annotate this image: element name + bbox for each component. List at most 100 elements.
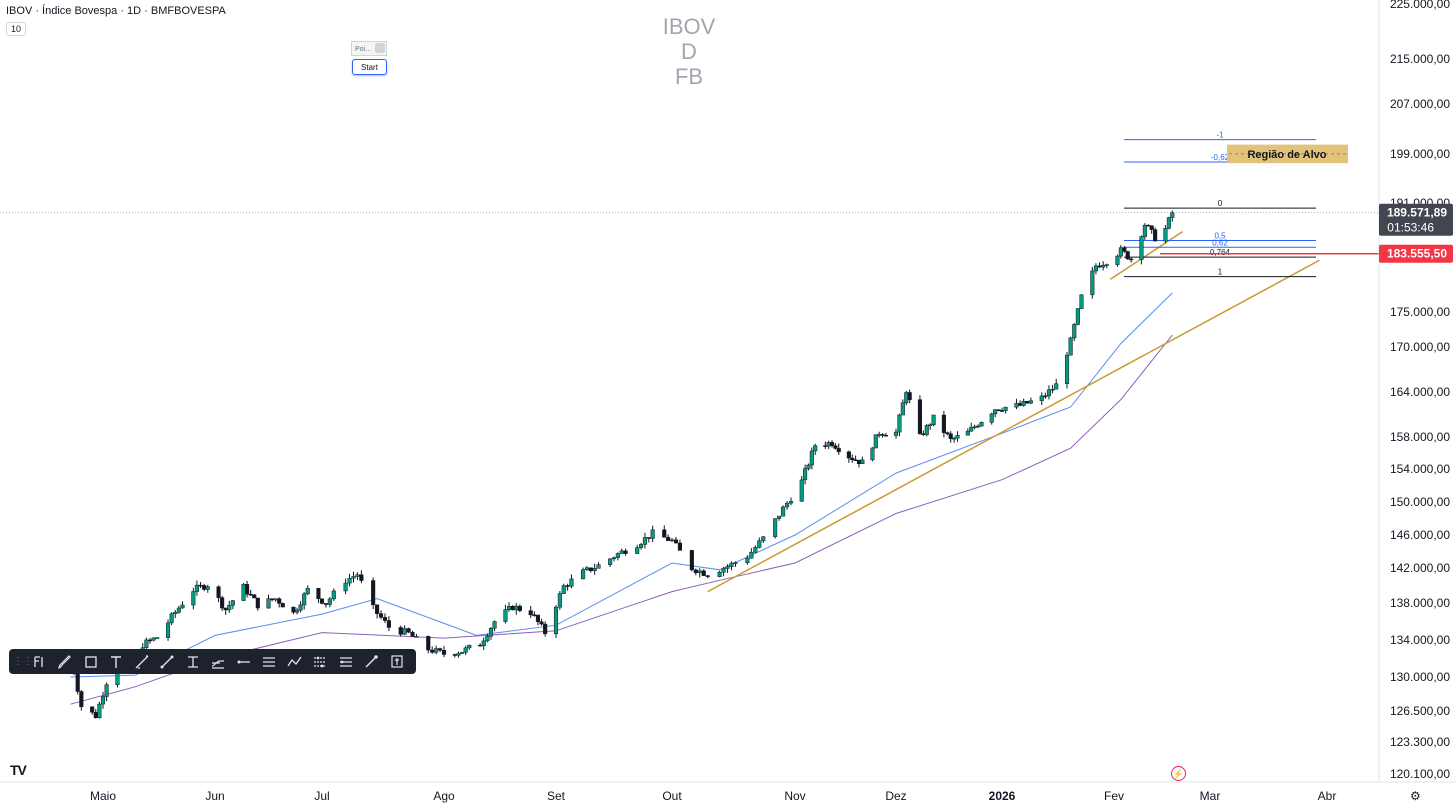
- time-tick-label: Jul: [314, 789, 329, 803]
- start-button[interactable]: Start: [352, 59, 387, 75]
- measure-icon[interactable]: [359, 649, 385, 674]
- candle-body: [781, 506, 786, 517]
- current-price-box: [1379, 203, 1453, 236]
- candle-body: [928, 424, 933, 426]
- current-price-label: 189.571,89: [1387, 206, 1447, 220]
- trend-angle-icon[interactable]: [129, 649, 155, 674]
- candle-body: [191, 591, 196, 606]
- price-tick-label: 215.000,00: [1390, 52, 1450, 66]
- candle-body: [829, 442, 835, 446]
- candle-body: [1142, 224, 1147, 237]
- candle-body: [438, 648, 443, 651]
- candle-body: [463, 647, 468, 653]
- candle-body: [777, 515, 782, 519]
- candle-body: [75, 672, 80, 692]
- candle-body: [893, 431, 899, 436]
- candle-body: [642, 537, 647, 545]
- candle-body: [904, 392, 909, 404]
- candle-body: [826, 442, 831, 447]
- candle-body: [298, 604, 303, 611]
- drag-handle-icon[interactable]: ⋮⋮: [13, 656, 33, 667]
- candle-body: [402, 628, 407, 635]
- rectangle-icon[interactable]: [78, 649, 104, 674]
- fib-channel-icon[interactable]: [333, 649, 359, 674]
- price-tick-label: 175.000,00: [1390, 305, 1450, 319]
- candle-body: [198, 584, 203, 587]
- candle-body: [945, 432, 950, 435]
- price-tick-label: 150.000,00: [1390, 495, 1450, 509]
- candle-body: [144, 639, 149, 648]
- candle-body: [623, 550, 628, 554]
- time-tick-label: Abr: [1318, 789, 1337, 803]
- candle-body: [753, 547, 758, 553]
- candle-body: [316, 588, 321, 600]
- horizontal-ray-icon[interactable]: [231, 649, 257, 674]
- candle-body: [406, 628, 411, 633]
- regression-icon[interactable]: [308, 649, 334, 674]
- time-tick-label: 2026: [989, 789, 1016, 803]
- parallel-channel-icon[interactable]: [257, 649, 283, 674]
- path-icon[interactable]: [282, 649, 308, 674]
- candle-body: [227, 604, 232, 611]
- candle-body: [1054, 383, 1059, 390]
- price-tick-label: 158.000,00: [1390, 430, 1450, 444]
- fib-pitchfork-icon[interactable]: [27, 649, 53, 674]
- candle-body: [1003, 406, 1008, 411]
- candle-body: [169, 613, 174, 624]
- ruler-icon[interactable]: [206, 649, 232, 674]
- price-tick-label: 164.000,00: [1390, 385, 1450, 399]
- fib-level-label: 0,764: [1210, 248, 1231, 257]
- candle-body: [673, 539, 679, 544]
- candle-body: [646, 537, 651, 539]
- candle-body: [434, 648, 439, 653]
- price-axis: 225.000,00 215.000,00 207.000,00 199.000,00…: [0, 0, 1456, 783]
- candle-body: [553, 606, 559, 635]
- candle-body: [749, 551, 754, 559]
- candle-body: [485, 635, 490, 642]
- gear-icon[interactable]: ⚙: [1410, 789, 1421, 803]
- line-icon[interactable]: [155, 649, 181, 674]
- candle-body: [245, 584, 250, 595]
- candle-body: [693, 569, 698, 574]
- candle-body: [773, 518, 778, 537]
- snapshot-icon[interactable]: [384, 649, 410, 674]
- candle-body: [90, 706, 95, 713]
- lightning-icon[interactable]: ⚡: [1171, 766, 1186, 781]
- candle-body: [581, 569, 586, 580]
- candle-body: [1097, 265, 1102, 268]
- candle-body: [506, 606, 512, 610]
- candle-body: [503, 609, 508, 622]
- candle-body: [1146, 224, 1151, 227]
- candle-body: [907, 392, 912, 400]
- fib-level-label: -0,62: [1211, 153, 1230, 162]
- text-icon[interactable]: [104, 649, 130, 674]
- candle-body: [1139, 236, 1144, 260]
- time-tick-label: Maio: [90, 789, 116, 803]
- candle-body: [924, 425, 929, 435]
- candle-body: [725, 566, 730, 569]
- candle-body: [488, 627, 494, 637]
- candle-body: [917, 399, 922, 434]
- candle-body: [460, 652, 465, 654]
- fib-time-icon[interactable]: [180, 649, 206, 674]
- candle-body: [194, 584, 199, 592]
- price-tick-label: 130.000,00: [1390, 670, 1450, 684]
- widget-close-icon[interactable]: [375, 43, 385, 53]
- candle-body: [860, 459, 865, 464]
- time-tick-label: Set: [547, 789, 566, 803]
- brush-icon[interactable]: [53, 649, 79, 674]
- candle-body: [721, 568, 726, 573]
- watermark-line: IBOV: [662, 14, 716, 39]
- candle-body: [856, 459, 862, 464]
- watermark-line: FB: [674, 64, 704, 89]
- indicator-badge[interactable]: 10: [6, 22, 27, 36]
- candle-body: [588, 567, 593, 572]
- candle-body: [492, 621, 497, 629]
- candle-body: [1046, 389, 1052, 397]
- candle-body: [1039, 395, 1044, 401]
- candle-body: [757, 540, 762, 548]
- candle-body: [543, 623, 548, 635]
- fib-level-label: 0,62: [1212, 238, 1228, 247]
- candle-body: [733, 562, 738, 564]
